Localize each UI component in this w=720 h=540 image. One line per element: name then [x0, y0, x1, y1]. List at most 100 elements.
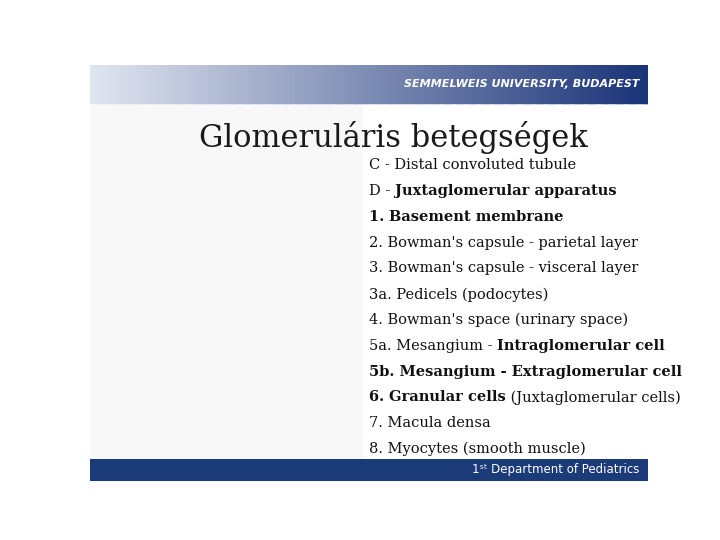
- Bar: [142, 65, 145, 103]
- Bar: [498, 65, 500, 103]
- Bar: [90, 103, 364, 459]
- Bar: [613, 65, 615, 103]
- Bar: [204, 65, 206, 103]
- Bar: [222, 65, 225, 103]
- Bar: [405, 65, 407, 103]
- Bar: [261, 65, 264, 103]
- Bar: [166, 65, 168, 103]
- Bar: [546, 65, 548, 103]
- Text: C - Distal convoluted tubule: C - Distal convoluted tubule: [369, 158, 576, 172]
- Bar: [228, 65, 230, 103]
- Bar: [624, 65, 626, 103]
- Bar: [587, 65, 589, 103]
- Bar: [174, 65, 176, 103]
- Bar: [540, 65, 543, 103]
- Bar: [313, 65, 315, 103]
- Bar: [276, 65, 279, 103]
- Bar: [110, 65, 113, 103]
- Bar: [395, 65, 397, 103]
- Bar: [399, 65, 401, 103]
- Bar: [294, 65, 297, 103]
- Bar: [400, 65, 403, 103]
- Bar: [112, 65, 114, 103]
- Bar: [544, 65, 546, 103]
- Bar: [479, 65, 481, 103]
- Bar: [226, 65, 228, 103]
- Bar: [96, 65, 98, 103]
- Bar: [485, 65, 487, 103]
- Bar: [105, 65, 107, 103]
- Bar: [285, 65, 288, 103]
- Bar: [549, 65, 552, 103]
- Bar: [230, 65, 232, 103]
- Bar: [153, 65, 156, 103]
- Bar: [641, 65, 643, 103]
- Bar: [438, 65, 440, 103]
- Bar: [374, 65, 377, 103]
- Bar: [444, 65, 446, 103]
- Bar: [607, 65, 610, 103]
- Bar: [384, 65, 387, 103]
- Bar: [189, 65, 191, 103]
- Bar: [570, 65, 572, 103]
- Bar: [529, 65, 531, 103]
- Bar: [332, 65, 334, 103]
- Bar: [339, 65, 342, 103]
- Bar: [488, 65, 490, 103]
- Bar: [486, 65, 489, 103]
- Bar: [297, 65, 299, 103]
- Bar: [516, 65, 518, 103]
- Bar: [265, 65, 267, 103]
- Bar: [129, 65, 132, 103]
- Bar: [304, 65, 306, 103]
- Bar: [250, 65, 253, 103]
- Bar: [159, 65, 161, 103]
- Bar: [472, 65, 474, 103]
- Text: (Juxtaglomerular cells): (Juxtaglomerular cells): [506, 390, 680, 405]
- Bar: [451, 65, 454, 103]
- Bar: [440, 65, 442, 103]
- Bar: [609, 65, 611, 103]
- Bar: [521, 65, 524, 103]
- Bar: [280, 65, 282, 103]
- Bar: [161, 65, 163, 103]
- Bar: [428, 65, 431, 103]
- Bar: [92, 65, 94, 103]
- Bar: [231, 65, 234, 103]
- Bar: [432, 65, 435, 103]
- Bar: [319, 65, 321, 103]
- Bar: [574, 65, 576, 103]
- Bar: [205, 65, 208, 103]
- Bar: [490, 65, 492, 103]
- Bar: [616, 65, 618, 103]
- Text: D -: D -: [369, 184, 395, 198]
- Bar: [631, 65, 634, 103]
- Bar: [103, 65, 105, 103]
- Bar: [510, 65, 513, 103]
- Bar: [271, 65, 273, 103]
- Bar: [107, 65, 109, 103]
- Bar: [328, 65, 330, 103]
- Bar: [382, 65, 384, 103]
- Bar: [523, 65, 526, 103]
- Bar: [125, 65, 127, 103]
- Bar: [462, 65, 464, 103]
- Bar: [240, 65, 243, 103]
- Bar: [360, 65, 362, 103]
- Bar: [418, 65, 420, 103]
- Bar: [186, 65, 189, 103]
- Bar: [137, 65, 139, 103]
- Bar: [526, 65, 528, 103]
- Bar: [393, 65, 395, 103]
- Bar: [531, 65, 534, 103]
- Bar: [361, 65, 364, 103]
- Bar: [629, 65, 632, 103]
- Bar: [289, 65, 292, 103]
- Bar: [559, 65, 561, 103]
- Bar: [148, 65, 150, 103]
- Bar: [423, 65, 426, 103]
- Bar: [99, 65, 102, 103]
- Bar: [380, 65, 382, 103]
- Bar: [622, 65, 624, 103]
- Bar: [302, 65, 305, 103]
